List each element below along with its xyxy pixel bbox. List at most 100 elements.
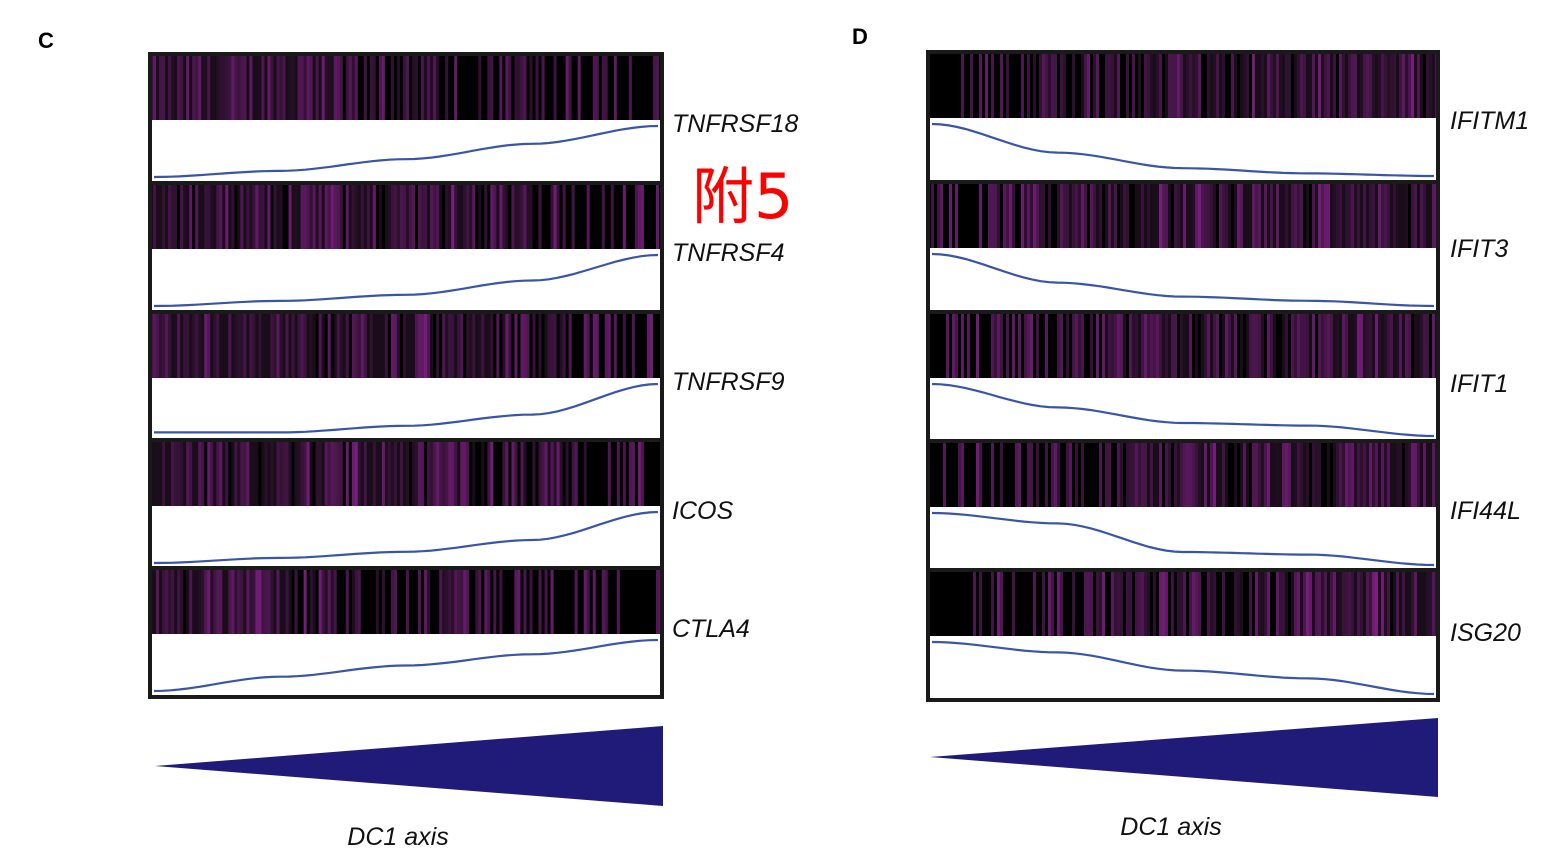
gene-label: CTLA4: [672, 615, 750, 643]
heat-stripe: [571, 183, 576, 249]
heat-stripe: [412, 440, 416, 506]
heat-stripe: [652, 54, 657, 120]
heat-stripe: [1048, 570, 1052, 636]
heat-stripe: [1354, 570, 1358, 636]
heat-stripe: [601, 440, 606, 506]
heat-stripe: [300, 568, 304, 634]
heat-stripe: [153, 568, 157, 634]
heat-stripe: [946, 52, 950, 118]
heat-stripe: [1420, 182, 1424, 248]
heat-stripe: [1186, 182, 1190, 248]
heat-stripe: [1144, 182, 1148, 248]
heat-stripe: [339, 440, 344, 506]
heat-stripe: [946, 441, 950, 507]
heat-stripe: [1012, 441, 1016, 507]
heat-stripe: [619, 440, 624, 506]
heat-stripe: [354, 440, 359, 506]
heat-stripe: [240, 440, 244, 506]
heat-stripe: [544, 183, 548, 249]
heat-stripe: [1123, 441, 1127, 507]
heat-stripe: [240, 183, 244, 249]
heat-stripe: [1351, 570, 1355, 636]
heat-stripe: [1126, 570, 1130, 636]
heat-stripe: [219, 312, 223, 378]
heat-stripe: [625, 312, 630, 378]
heat-stripe: [535, 312, 539, 378]
heat-stripe: [1150, 570, 1154, 636]
heat-stripe: [372, 440, 377, 506]
heat-stripe: [381, 183, 386, 249]
heat-stripe: [1246, 441, 1250, 507]
heat-stripe: [433, 312, 437, 378]
heat-stripe: [174, 183, 178, 249]
heat-stripe: [1144, 312, 1148, 378]
heat-stripe: [393, 54, 398, 120]
heat-stripe: [457, 312, 461, 378]
heat-stripe: [1264, 52, 1268, 118]
heat-stripe: [502, 440, 506, 506]
heat-stripe: [559, 312, 564, 378]
heat-stripe: [577, 568, 582, 634]
heat-stripe: [1291, 312, 1295, 378]
heat-stripe: [985, 52, 989, 118]
heat-stripe: [1018, 570, 1022, 636]
heat-stripe: [297, 312, 301, 378]
heat-stripe: [360, 183, 365, 249]
heat-stripe: [282, 312, 286, 378]
heat-stripe: [324, 183, 329, 249]
heat-stripe: [333, 440, 338, 506]
heat-stripe: [505, 312, 509, 378]
heat-stripe: [1282, 182, 1286, 248]
heat-stripe: [1072, 312, 1076, 378]
heat-stripe: [994, 52, 998, 118]
heat-stripe: [976, 441, 980, 507]
heat-stripe: [538, 183, 542, 249]
heat-stripe: [1168, 312, 1172, 378]
heat-stripe: [1066, 52, 1070, 118]
heat-stripe: [165, 568, 169, 634]
heat-stripe: [1165, 182, 1169, 248]
heat-stripe: [1378, 312, 1382, 378]
heat-stripe: [1114, 570, 1118, 636]
heat-stripe: [303, 312, 308, 378]
heat-stripe: [1336, 570, 1340, 636]
heat-stripe: [415, 183, 419, 249]
heat-stripe: [1288, 441, 1292, 507]
heat-stripe: [360, 54, 365, 120]
heat-stripe: [156, 312, 160, 378]
heat-stripe: [1156, 182, 1160, 248]
heat-stripe: [1408, 52, 1412, 118]
heat-stripe: [493, 568, 497, 634]
heat-stripe: [1087, 441, 1091, 507]
heat-stripe: [168, 54, 172, 120]
heat-stripe: [1423, 312, 1427, 378]
heat-stripe: [1225, 441, 1229, 507]
heat-stripe: [1045, 182, 1049, 248]
heat-stripe: [1309, 52, 1313, 118]
trend-line: [931, 511, 1435, 567]
heat-stripe: [622, 54, 627, 120]
heat-stripe: [406, 312, 410, 378]
heat-stripe: [1138, 441, 1142, 507]
gene-label: IFIT3: [1450, 235, 1508, 263]
heat-stripe: [321, 568, 326, 634]
heat-stripe: [424, 568, 428, 634]
heat-stripe: [399, 183, 404, 249]
trend-line: [931, 252, 1435, 308]
heat-stripe: [294, 54, 298, 120]
heat-stripe: [1111, 182, 1115, 248]
heat-stripe: [427, 440, 431, 506]
heat-stripe: [967, 312, 971, 378]
heat-stripe: [1285, 441, 1289, 507]
heat-stripe: [1336, 312, 1340, 378]
heat-stripe: [976, 182, 980, 248]
heat-stripe: [378, 312, 383, 378]
gene-track: ISG20: [926, 568, 1521, 702]
heat-stripe: [1180, 312, 1184, 378]
heat-stripe: [943, 570, 947, 636]
heat-stripe: [1411, 52, 1415, 118]
heat-stripe: [282, 440, 286, 506]
heat-stripe: [240, 568, 244, 634]
heat-stripe: [949, 52, 953, 118]
gene-track: TNFRSF4: [148, 181, 785, 314]
